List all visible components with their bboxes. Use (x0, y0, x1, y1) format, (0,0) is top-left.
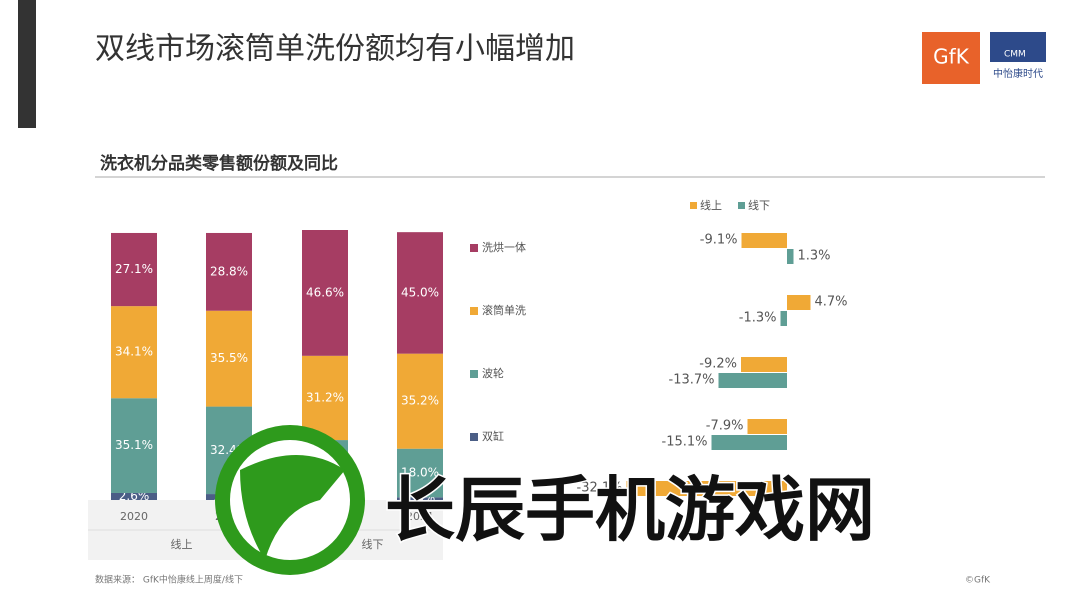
bar-segment (397, 497, 443, 500)
bar-segment (206, 232, 252, 311)
value-label: 45.0% (401, 285, 439, 299)
bar (787, 295, 811, 310)
bar-segment (302, 230, 348, 356)
value-label: 35.5% (210, 351, 248, 365)
source-note: 数据来源： GfK中怡康线上周度/线下 (95, 574, 243, 586)
value-label: -13.7% (669, 373, 715, 388)
value-label: -32.1% (577, 481, 623, 496)
legend-swatch (470, 307, 478, 315)
bar-segment (397, 353, 443, 449)
cmm-logo-caption: 中怡康时代 (993, 67, 1043, 80)
bar (780, 311, 787, 326)
bar-segment (397, 448, 443, 498)
value-label: 34.1% (115, 345, 153, 359)
copyright: ©GfK (965, 576, 991, 586)
bar-segment (206, 310, 252, 407)
value-label: 4.7% (815, 295, 848, 310)
bar (741, 233, 787, 248)
chart-subtitle: 洗衣机分品类零售额份额及同比 (100, 153, 338, 174)
legend-swatch (470, 433, 478, 441)
value-label: -9.2% (699, 357, 737, 372)
bar-segment (111, 398, 157, 493)
bar (741, 357, 787, 372)
bar (787, 249, 794, 264)
group-label: 线上 (171, 537, 193, 551)
slide-title: 双线市场滚筒单洗份额均有小幅增加 (95, 32, 575, 67)
bar (718, 373, 787, 388)
cmm-logo (990, 32, 1046, 62)
value-label: -7.9% (706, 419, 744, 434)
value-label: 35.2% (401, 394, 439, 408)
bar-segment (111, 492, 157, 500)
legend-swatch (470, 370, 478, 378)
legend-swatch (690, 202, 697, 209)
bar-segment (302, 355, 348, 441)
accent-bar (18, 0, 36, 128)
gfk-logo-text: GfK (933, 45, 970, 69)
value-label: 35.1% (115, 438, 153, 452)
value-label: -9.1% (700, 233, 738, 248)
value-label: 27.1% (115, 262, 153, 276)
legend-label: 线下 (748, 198, 770, 212)
value-label: 46.6% (306, 285, 344, 299)
bar-segment (397, 232, 443, 354)
x-tick-label: 2021 (406, 510, 434, 523)
group-label: 线下 (362, 537, 384, 551)
watermark-logo-shape (240, 455, 345, 560)
legend-label: 洗烘一体 (482, 240, 526, 254)
value-label: -15.1% (662, 435, 708, 450)
value-label: -1.3% (739, 311, 777, 326)
cmm-logo-text: CMM (1004, 50, 1026, 60)
value-label: 31.2% (306, 390, 344, 404)
bar-segment (111, 306, 157, 399)
bar-segment (111, 232, 157, 307)
legend-swatch (738, 202, 745, 209)
legend-label: 线上 (700, 198, 722, 212)
watermark-text: 长辰手机游戏网 (385, 469, 875, 551)
bar (626, 481, 787, 496)
value-label: 1.3% (798, 249, 831, 264)
value-label: 18.0% (401, 466, 439, 480)
legend-swatch (470, 244, 478, 252)
bar (711, 435, 787, 450)
legend-label: 滚筒单洗 (482, 303, 526, 317)
bar (747, 419, 787, 434)
legend-label: 双缸 (482, 429, 504, 443)
gfk-logo (922, 32, 980, 84)
legend-label: 波轮 (482, 366, 504, 380)
x-tick-label: 2020 (120, 510, 148, 523)
value-label: 28.8% (210, 264, 248, 278)
